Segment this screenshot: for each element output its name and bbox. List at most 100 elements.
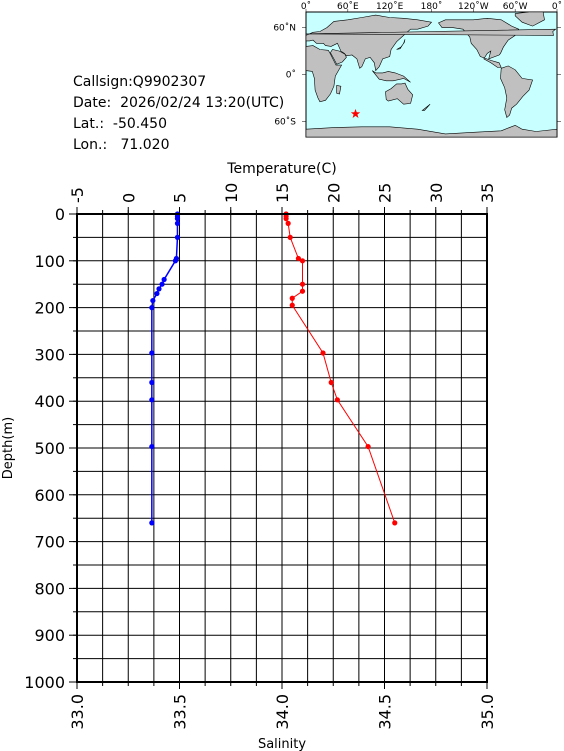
map-longitude-label: 0˚ [301,1,311,12]
map-landmass-australia [385,82,414,105]
salinity-data-point [320,350,326,356]
depth-tick-label: 900 [34,626,65,645]
salinity-tick-label: 34.5 [376,694,395,730]
map-landmass-africa [305,45,343,103]
temperature-data-point [159,281,165,287]
depth-tick-label: 500 [34,439,65,458]
chart-grid [77,214,487,682]
map-landmass-eurasia [305,14,433,72]
map-landmass-arabia [330,49,347,65]
temperature-axis-title: Temperature(C) [226,161,336,177]
depth-tick-label: 800 [34,579,65,598]
map-landmass-japan [396,39,406,50]
map-landmass-indonesia [371,70,411,83]
temperature-tick-label: 0 [119,193,138,203]
salinity-tick-labels: 33.0 33.5 34.0 34.5 35.0 [68,694,497,730]
salinity-data-point [285,220,291,226]
location-star-marker [350,108,361,118]
map-latitude-label: 0˚ [286,70,296,81]
temperature-data-point [149,350,155,356]
salinity-data-point [289,295,295,301]
salinity-tick-label: 33.5 [171,694,190,730]
salinity-tick-label: 33.0 [68,694,87,730]
temperature-tick-label: -5 [68,187,87,203]
depth-tick-label: 100 [34,252,65,271]
depth-tick-label: 700 [34,533,65,552]
map-longitude-label: 120˚E [376,1,404,12]
temperature-data-point [174,216,181,222]
temperature-data-point [149,443,155,450]
temperature-data-point [172,258,178,264]
map-latitude-label: 60˚S [274,116,296,127]
temperature-data-point [154,290,160,297]
plot-frame [76,213,488,683]
map-graticule [302,9,561,122]
temperature-data-point [149,305,155,311]
salinity-tick-label: 35.0 [478,694,497,730]
callsign-text: Callsign:Q9902307 [73,74,207,90]
map-longitude-label: 60˚E [337,1,359,12]
chart-series [149,211,398,526]
depth-tick-labels: 0 100 200 300 400 500 600 700 800 900 1000 [24,205,65,692]
temperature-tick-label: 20 [324,183,343,203]
temperature-tick-labels: -5 0 5 10 15 20 25 30 35 [68,183,497,203]
salinity-data-point [365,443,371,450]
temperature-data-point [174,213,181,219]
temperature-data-point [150,297,156,304]
map-longitude-label: 120˚W [458,1,489,12]
salinity-data-point [299,281,306,287]
temperature-profile-line [151,214,179,523]
chart-ticks [69,207,488,689]
map-longitude-labels: 0˚ 60˚E 120˚E 180˚ 120˚W 60˚W 0˚ [301,1,562,12]
temperature-data-point [156,286,162,292]
temperature-tick-label: 25 [376,183,395,203]
date-text: Date: 2026/02/24 13:20(UTC) [73,95,285,111]
temperature-data-point [174,211,181,217]
map-land [305,11,558,138]
temperature-data-point [149,397,155,403]
depth-tick-label: 600 [34,486,65,505]
depth-tick-label: 200 [34,299,65,318]
salinity-axis-title: Salinity [258,737,306,751]
temperature-data-point [174,234,181,240]
salinity-data-point [283,213,289,219]
temperature-data-point [149,379,155,386]
salinity-profile-line [285,214,396,524]
salinity-data-point [299,258,306,264]
salinity-data-point [289,302,295,308]
map-landmass-greenland [514,11,545,27]
temperature-tick-label: 35 [478,183,497,203]
cast-info: Callsign:Q9902307 Date: 2026/02/24 13:20… [73,72,284,156]
depth-axis-title: Depth(m) [1,417,16,479]
depth-tick-label: 0 [55,205,65,224]
salinity-data-point [283,211,289,217]
map-latitude-labels: 60˚N 0˚ 60˚S [273,23,296,128]
map-longitude-label: 0˚ [552,1,562,12]
depth-tick-label: 1000 [24,673,65,692]
map-landmass-madagascar [336,85,342,95]
temperature-tick-label: 30 [427,183,446,203]
temperature-tick-label: 10 [222,183,241,203]
longitude-text: Lon.: 71.020 [73,137,170,153]
salinity-data-point [287,234,293,240]
map-landmass-uk [305,28,557,36]
latitude-text: Lat.: -50.450 [73,116,167,132]
temperature-data-point [174,220,181,226]
salinity-data-point [328,379,334,386]
map-landmass-antarctica [305,124,558,138]
location-map: 0˚ 60˚E 120˚E 180˚ 120˚W 60˚W 0˚ 60˚N 0˚ 60˚S [273,1,562,138]
temperature-tick-label: 5 [171,193,190,203]
temperature-data-point [173,255,180,262]
map-longitude-label: 60˚W [503,1,528,12]
temperature-data-point [149,520,155,526]
map-landmass-south-america [500,65,534,119]
temperature-tick-label: 15 [273,183,292,203]
salinity-data-point [299,288,306,294]
salinity-data-point [334,397,340,403]
depth-tick-label: 300 [34,345,65,364]
map-landmass-new-zealand [421,103,431,111]
map-longitude-label: 180˚ [421,1,443,12]
map-latitude-label: 60˚N [273,23,296,34]
depth-tick-label: 400 [34,392,65,411]
salinity-tick-label: 34.0 [273,694,292,730]
